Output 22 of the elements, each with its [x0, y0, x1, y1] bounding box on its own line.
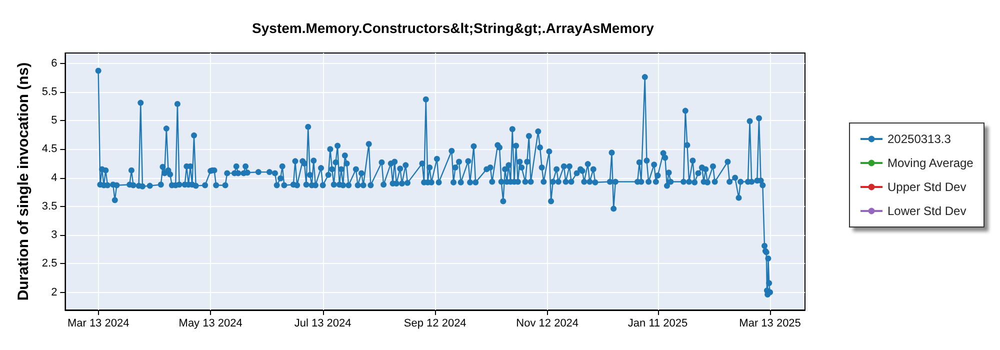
x-tick-label: Mar 13 2024 — [67, 318, 130, 330]
y-tick-label: 3.5 — [42, 200, 58, 212]
x-tick-label: Mar 13 2025 — [739, 318, 801, 330]
x-tick-label: Sep 12 2024 — [404, 318, 466, 330]
x-tick-label: May 13 2024 — [178, 318, 242, 330]
legend-label: Moving Average — [888, 156, 974, 170]
y-tick-label: 3 — [51, 229, 58, 242]
legend-label: Upper Std Dev — [888, 180, 966, 194]
x-tick-label: Jul 13 2024 — [294, 318, 352, 330]
y-tick-label: 2 — [51, 286, 58, 298]
y-tick-label: 5.5 — [42, 86, 58, 98]
legend-label: Lower Std Dev — [888, 204, 966, 218]
legend-label: 20250313.3 — [888, 132, 952, 146]
chart-title: System.Memory.Constructors&lt;String&gt;.ArrayAsMemory — [252, 20, 654, 36]
y-tick-label: 4.5 — [42, 143, 58, 156]
y-tick-label: 5 — [51, 114, 58, 127]
y-axis-title: Duration of single invocation (ns) — [15, 62, 32, 301]
x-tick-label: Jan 11 2025 — [628, 318, 688, 330]
y-tick-label: 6 — [51, 57, 58, 70]
x-tick-label: Nov 12 2024 — [516, 318, 579, 330]
y-tick-label: 4 — [51, 172, 58, 184]
y-tick-label: 2.5 — [42, 258, 58, 270]
